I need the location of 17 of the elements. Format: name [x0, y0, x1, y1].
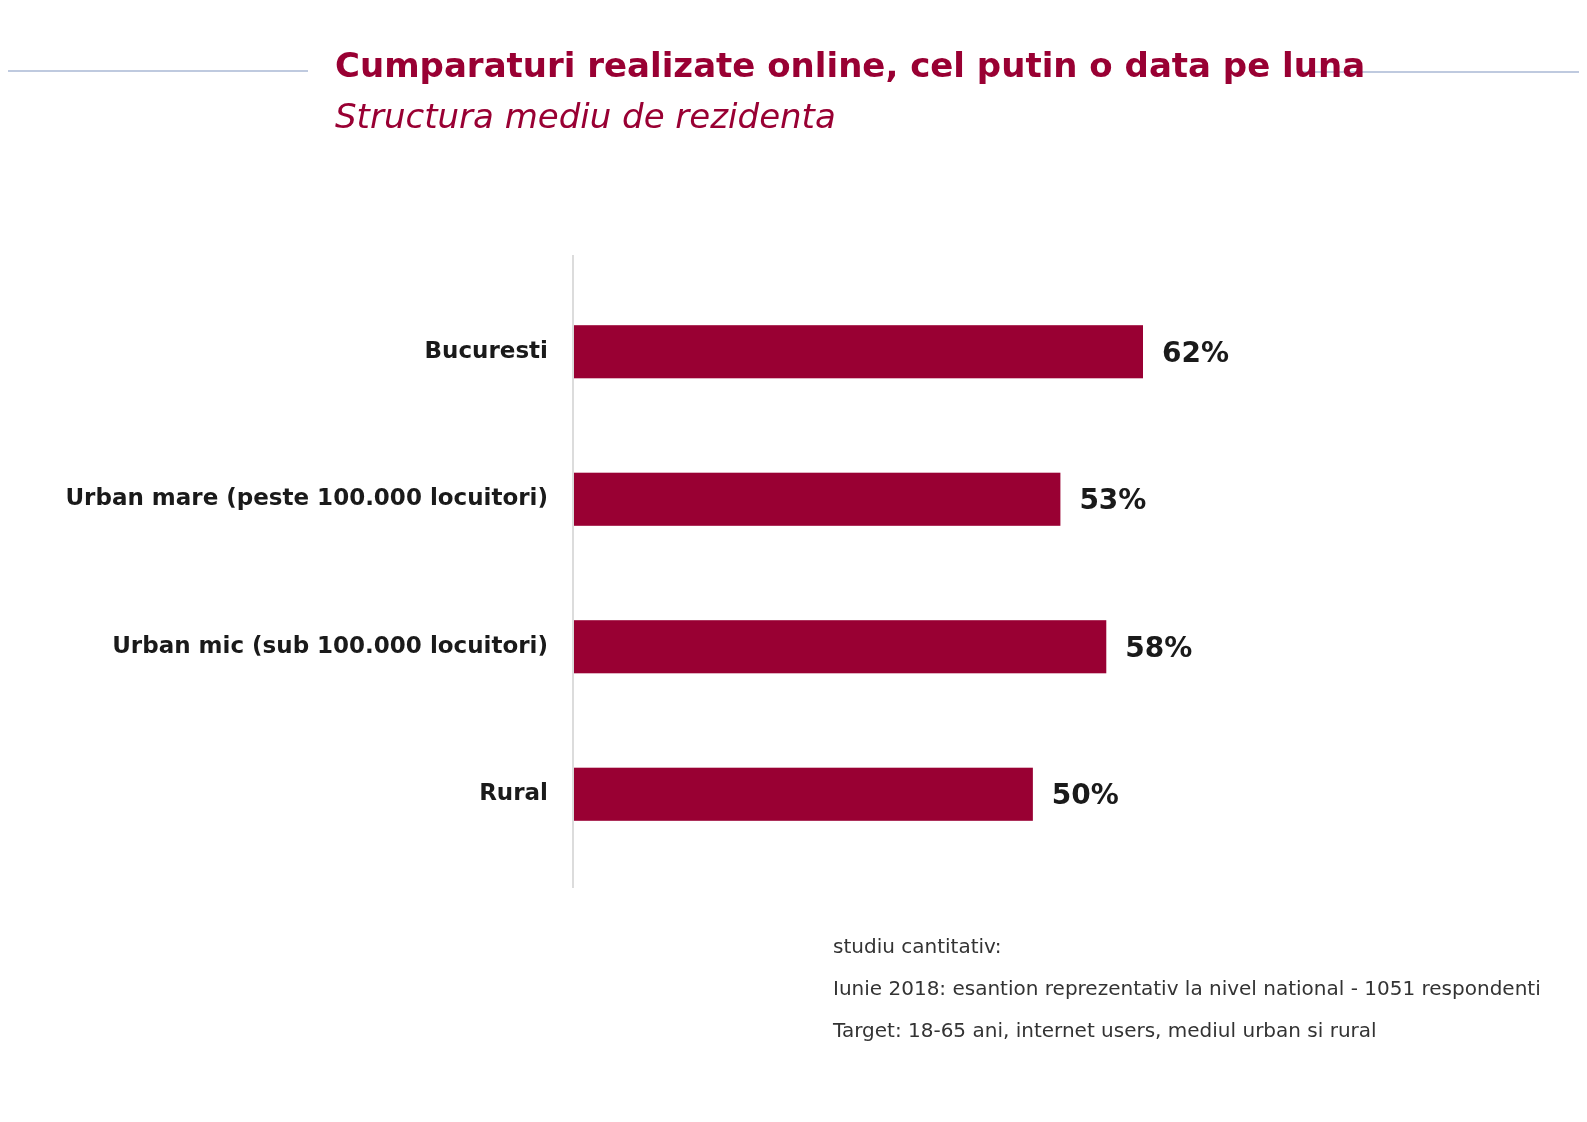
chart-title: Cumparaturi realizate online, cel putin o data pe luna: [335, 45, 1366, 85]
bar: [574, 620, 1107, 674]
y-tick-label: Urban mic (sub 100.000 locuitori): [112, 631, 548, 658]
y-tick-label: Urban mare (peste 100.000 locuitori): [65, 484, 548, 511]
text: studiu cantitativ:: [833, 934, 1002, 958]
bar: [574, 472, 1061, 526]
data-label: 58%: [1125, 630, 1193, 664]
data-label: 50%: [1051, 778, 1119, 812]
text: Iunie 2018: esantion reprezentativ la nivel national - 1051 respondenti: [833, 976, 1541, 1000]
chart-subtitle: Structura mediu de rezidenta: [335, 96, 836, 136]
bar: [574, 325, 1143, 379]
bar: [574, 767, 1033, 821]
y-tick-label: Bucuresti: [424, 336, 548, 363]
text: Target: 18-65 ani, internet users, mediul urban si rural: [832, 1018, 1377, 1042]
data-label: 62%: [1162, 335, 1230, 369]
data-label: 53%: [1079, 483, 1147, 517]
y-tick-label: Rural: [479, 779, 548, 806]
